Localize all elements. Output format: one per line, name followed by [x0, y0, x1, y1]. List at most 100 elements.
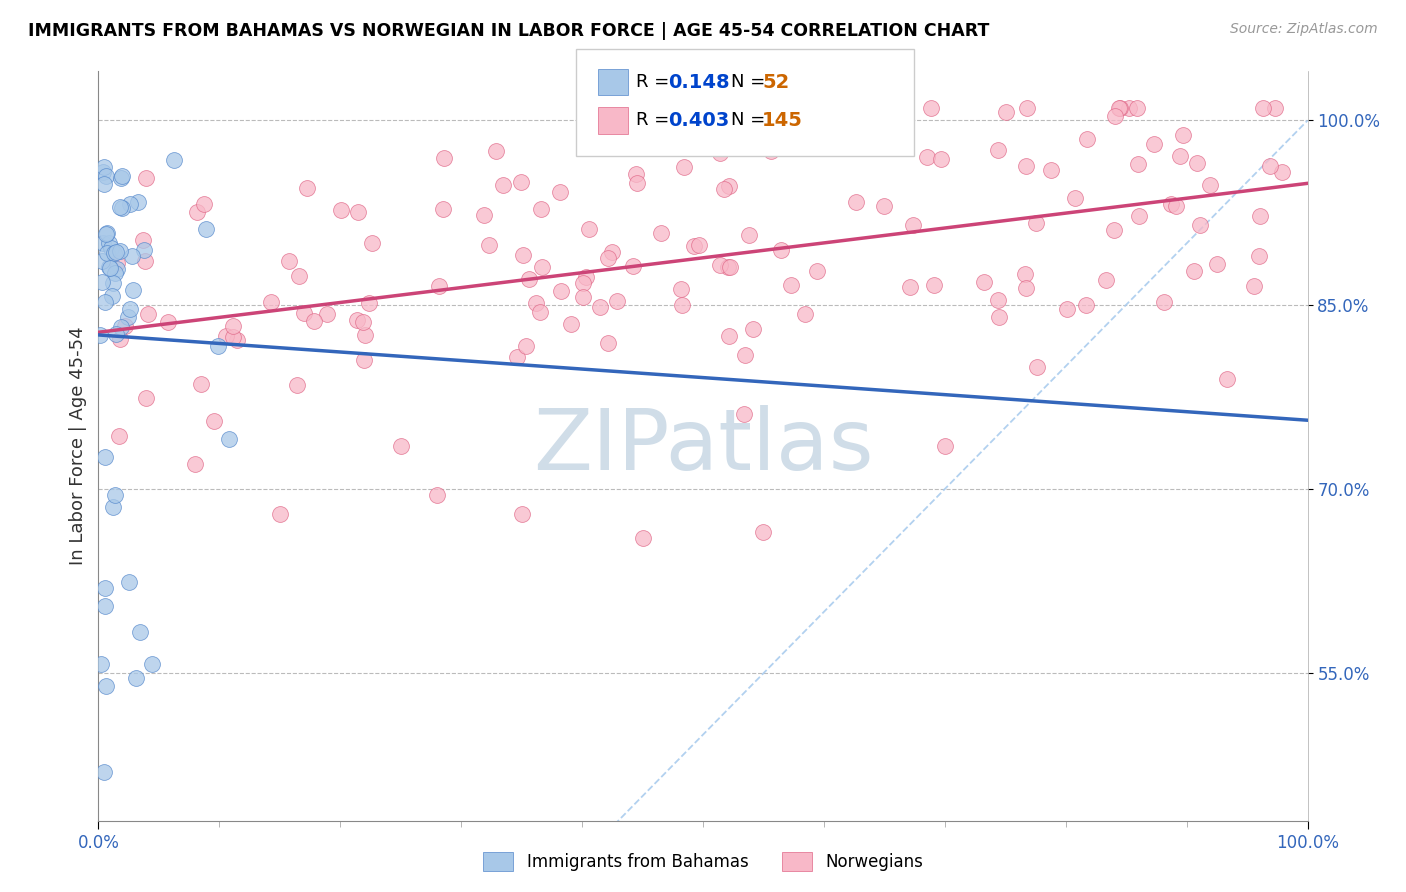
Point	[184, 458, 207, 472]
Text: 52: 52	[762, 72, 789, 92]
Point	[91, 165, 114, 179]
Point	[1182, 264, 1205, 278]
Point	[101, 288, 124, 302]
Point	[1264, 101, 1286, 115]
Point	[1108, 101, 1130, 115]
Point	[1017, 101, 1039, 115]
Point	[920, 101, 942, 115]
Text: N =: N =	[731, 112, 770, 129]
Point	[94, 582, 117, 596]
Point	[589, 300, 612, 314]
Point	[202, 414, 225, 428]
Point	[94, 679, 117, 693]
Point	[90, 657, 112, 672]
Y-axis label: In Labor Force | Age 45-54: In Labor Force | Age 45-54	[69, 326, 87, 566]
Point	[793, 121, 815, 136]
Point	[673, 160, 696, 174]
Point	[1025, 216, 1047, 230]
Point	[873, 199, 896, 213]
Point	[478, 238, 501, 252]
Point	[118, 575, 141, 590]
Point	[101, 276, 124, 290]
Point	[330, 203, 353, 218]
Point	[427, 279, 450, 293]
Point	[352, 315, 374, 329]
Point	[292, 306, 315, 320]
Point	[571, 290, 593, 304]
Text: 0.403: 0.403	[668, 111, 730, 130]
Point	[733, 407, 755, 421]
Point	[900, 280, 922, 294]
Point	[671, 298, 693, 312]
Point	[669, 282, 692, 296]
Point	[215, 329, 238, 343]
Point	[598, 335, 620, 350]
Point	[1056, 301, 1078, 316]
Point	[988, 310, 1011, 324]
Point	[626, 176, 648, 190]
Point	[118, 196, 141, 211]
Point	[852, 101, 875, 115]
Point	[90, 275, 112, 289]
Point	[103, 246, 125, 260]
Point	[1143, 136, 1166, 151]
Point	[1109, 101, 1132, 115]
Point	[994, 104, 1017, 119]
Point	[96, 246, 118, 260]
Point	[100, 261, 122, 276]
Point	[105, 326, 128, 341]
Point	[302, 314, 325, 328]
Point	[136, 307, 159, 321]
Point	[1015, 159, 1038, 173]
Text: R =: R =	[636, 73, 675, 91]
Point	[650, 226, 672, 240]
Point	[117, 310, 139, 325]
Point	[575, 269, 598, 284]
Point	[96, 226, 118, 240]
Point	[91, 253, 114, 268]
Point	[1104, 109, 1126, 123]
Point	[529, 305, 551, 319]
Point	[89, 327, 111, 342]
Point	[111, 201, 134, 215]
Point	[163, 153, 186, 167]
Point	[353, 353, 375, 368]
Point	[770, 116, 793, 130]
Point	[389, 439, 412, 453]
Point	[688, 237, 710, 252]
Point	[517, 272, 540, 286]
Point	[1216, 372, 1239, 386]
Text: ZIPatlas: ZIPatlas	[533, 404, 873, 488]
Point	[93, 177, 115, 191]
Point	[1128, 209, 1150, 223]
Point	[129, 625, 152, 640]
Point	[596, 251, 619, 265]
Point	[699, 125, 721, 139]
Point	[432, 202, 454, 217]
Point	[110, 200, 132, 214]
Point	[973, 275, 995, 289]
Point	[114, 319, 136, 334]
Point	[94, 169, 117, 183]
Point	[509, 175, 531, 189]
Point	[316, 307, 339, 321]
Point	[1126, 101, 1149, 115]
Point	[195, 221, 218, 235]
Point	[347, 205, 370, 219]
Point	[105, 244, 128, 259]
Text: IMMIGRANTS FROM BAHAMAS VS NORWEGIAN IN LABOR FORCE | AGE 45-54 CORRELATION CHAR: IMMIGRANTS FROM BAHAMAS VS NORWEGIAN IN …	[28, 22, 990, 40]
Point	[94, 227, 117, 241]
Point	[131, 233, 153, 247]
Point	[122, 284, 145, 298]
Point	[108, 244, 131, 259]
Point	[606, 294, 628, 309]
Point	[260, 295, 283, 310]
Point	[156, 315, 179, 329]
Point	[485, 144, 508, 158]
Point	[709, 259, 731, 273]
Point	[359, 296, 381, 310]
Point	[1206, 257, 1229, 271]
Point	[361, 235, 384, 250]
Point	[104, 267, 127, 281]
Point	[901, 219, 924, 233]
